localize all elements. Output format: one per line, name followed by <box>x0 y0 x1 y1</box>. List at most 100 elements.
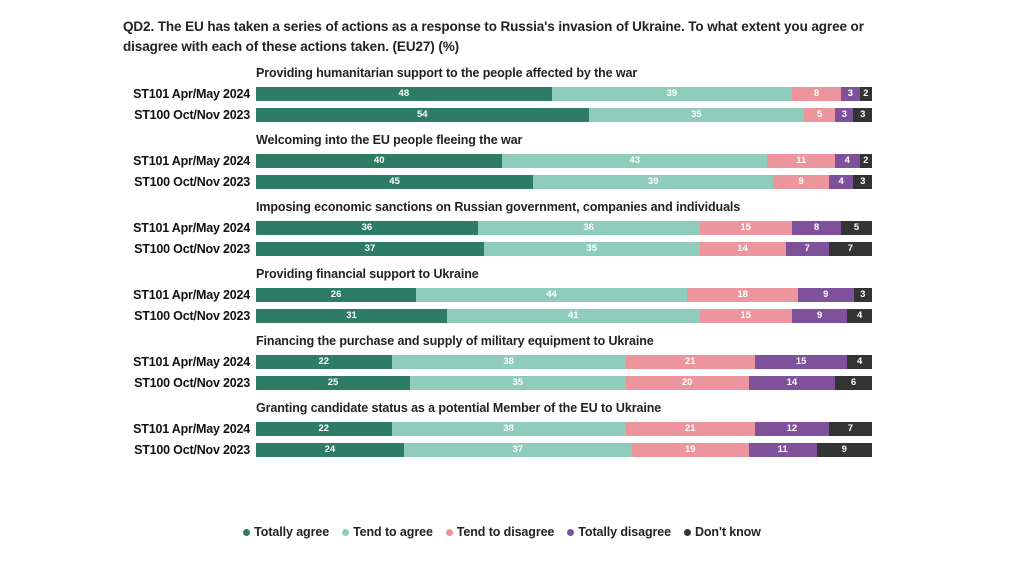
bar-segment-totally-agree: 36 <box>256 221 478 235</box>
bar-segment-tend-to-agree: 43 <box>502 154 768 168</box>
chart-group: Granting candidate status as a potential… <box>0 401 1024 457</box>
bar-segment-totally-disagree: 15 <box>754 355 848 369</box>
bar-segment-tend-to-disagree: 14 <box>699 242 786 256</box>
stacked-bar: 22 38 21 15 4 <box>256 355 872 369</box>
bar-row: ST101 Apr/May 2024 26 44 18 9 3 <box>0 288 1024 302</box>
group-title: Providing financial support to Ukraine <box>256 267 479 281</box>
legend: Totally agree Tend to agree Tend to disagr… <box>0 525 1004 539</box>
row-label: ST101 Apr/May 2024 <box>133 87 250 101</box>
row-label: ST100 Oct/Nov 2023 <box>134 376 250 390</box>
row-label: ST101 Apr/May 2024 <box>133 422 250 436</box>
stacked-bar: 25 35 20 14 6 <box>256 376 872 390</box>
row-label: ST100 Oct/Nov 2023 <box>134 242 250 256</box>
bar-segment-totally-disagree: 8 <box>791 221 842 235</box>
bar-row: ST101 Apr/May 2024 22 38 21 12 7 <box>0 422 1024 436</box>
legend-item: Totally disagree <box>567 525 671 539</box>
bar-segment-tend-to-agree: 35 <box>483 242 700 256</box>
bar-segment-totally-disagree: 14 <box>748 376 836 390</box>
bar-segment-tend-to-disagree: 15 <box>699 309 792 323</box>
legend-item: Tend to disagree <box>445 525 555 539</box>
bar-row: ST100 Oct/Nov 2023 25 35 20 14 6 <box>0 376 1024 390</box>
bar-segment-tend-to-agree: 41 <box>446 309 700 323</box>
stacked-bar: 36 36 15 8 5 <box>256 221 872 235</box>
group-title: Providing humanitarian support to the pe… <box>256 66 638 80</box>
bar-segment-tend-to-agree: 35 <box>588 108 805 122</box>
stacked-bar: 48 39 8 3 2 <box>256 87 872 101</box>
bar-segment-don-t-know: 3 <box>853 108 872 122</box>
legend-item: Tend to agree <box>342 525 433 539</box>
bar-segment-totally-agree: 22 <box>256 355 392 369</box>
stacked-bar: 26 44 18 9 3 <box>256 288 872 302</box>
bar-segment-tend-to-agree: 36 <box>477 221 700 235</box>
legend-dot-icon <box>683 528 691 536</box>
bar-segment-tend-to-agree: 39 <box>533 175 774 189</box>
bar-segment-totally-agree: 54 <box>256 108 589 122</box>
bar-segment-tend-to-agree: 39 <box>551 87 792 101</box>
row-label: ST100 Oct/Nov 2023 <box>134 443 250 457</box>
bar-segment-don-t-know: 5 <box>841 221 872 235</box>
stacked-bar: 24 37 19 11 9 <box>256 443 872 457</box>
bar-segment-totally-disagree: 4 <box>828 175 854 189</box>
legend-dot-icon <box>243 528 251 536</box>
bar-segment-totally-disagree: 3 <box>835 108 854 122</box>
chart-group: Imposing economic sanctions on Russian g… <box>0 200 1024 256</box>
bar-segment-totally-agree: 22 <box>256 422 392 436</box>
bar-row: ST101 Apr/May 2024 22 38 21 15 4 <box>0 355 1024 369</box>
row-label: ST101 Apr/May 2024 <box>133 355 250 369</box>
bar-segment-totally-disagree: 9 <box>798 288 854 302</box>
bar-row: ST100 Oct/Nov 2023 24 37 19 11 9 <box>0 443 1024 457</box>
bar-segment-totally-agree: 40 <box>256 154 503 168</box>
bar-segment-don-t-know: 3 <box>853 288 872 302</box>
legend-label: Tend to disagree <box>456 525 555 539</box>
bar-segment-tend-to-disagree: 19 <box>631 443 749 457</box>
bar-segment-don-t-know: 2 <box>859 87 872 101</box>
bar-row: ST100 Oct/Nov 2023 31 41 15 9 4 <box>0 309 1024 323</box>
bar-segment-tend-to-disagree: 11 <box>767 154 836 168</box>
row-label: ST100 Oct/Nov 2023 <box>134 108 250 122</box>
legend-item: Totally agree <box>243 525 329 539</box>
bar-segment-totally-disagree: 11 <box>748 443 817 457</box>
bar-segment-totally-agree: 26 <box>256 288 417 302</box>
bar-segment-totally-disagree: 12 <box>754 422 829 436</box>
bar-segment-tend-to-disagree: 5 <box>804 108 836 122</box>
bar-segment-don-t-know: 4 <box>847 309 872 323</box>
legend-item: Don't know <box>683 525 761 539</box>
legend-dot-icon <box>342 528 350 536</box>
bar-segment-don-t-know: 6 <box>835 376 872 390</box>
stacked-bar: 37 35 14 7 7 <box>256 242 872 256</box>
group-title: Granting candidate status as a potential… <box>256 401 662 415</box>
chart-group: Providing humanitarian support to the pe… <box>0 66 1024 122</box>
bar-segment-tend-to-disagree: 20 <box>625 376 749 390</box>
bar-segment-don-t-know: 4 <box>847 355 872 369</box>
bar-segment-totally-agree: 24 <box>256 443 404 457</box>
legend-label: Tend to agree <box>353 525 433 539</box>
bar-segment-don-t-know: 3 <box>853 175 872 189</box>
bar-segment-totally-agree: 31 <box>256 309 447 323</box>
bar-segment-tend-to-agree: 38 <box>391 355 626 369</box>
bar-segment-tend-to-disagree: 18 <box>687 288 799 302</box>
bar-segment-tend-to-disagree: 9 <box>773 175 829 189</box>
bar-segment-tend-to-agree: 38 <box>391 422 626 436</box>
bar-segment-tend-to-agree: 44 <box>416 288 688 302</box>
group-title: Imposing economic sanctions on Russian g… <box>256 200 741 214</box>
bar-segment-totally-agree: 45 <box>256 175 534 189</box>
bar-segment-tend-to-agree: 35 <box>410 376 626 390</box>
bar-segment-don-t-know: 2 <box>859 154 872 168</box>
bar-row: ST101 Apr/May 2024 36 36 15 8 5 <box>0 221 1024 235</box>
bar-row: ST101 Apr/May 2024 40 43 11 4 2 <box>0 154 1024 168</box>
bar-segment-tend-to-disagree: 15 <box>699 221 792 235</box>
chart-group: Welcoming into the EU people fleeing the… <box>0 133 1024 189</box>
legend-dot-icon <box>445 528 453 536</box>
group-title: Welcoming into the EU people fleeing the… <box>256 133 523 147</box>
stacked-bar: 45 39 9 4 3 <box>256 175 872 189</box>
bar-segment-don-t-know: 7 <box>828 422 872 436</box>
row-label: ST101 Apr/May 2024 <box>133 288 250 302</box>
stacked-bar: 22 38 21 12 7 <box>256 422 872 436</box>
chart-title: QD2. The EU has taken a series of action… <box>123 19 864 55</box>
bar-segment-totally-disagree: 3 <box>841 87 860 101</box>
bar-row: ST100 Oct/Nov 2023 54 35 5 3 3 <box>0 108 1024 122</box>
row-label: ST101 Apr/May 2024 <box>133 221 250 235</box>
bar-segment-totally-disagree: 4 <box>835 154 860 168</box>
bar-row: ST100 Oct/Nov 2023 37 35 14 7 7 <box>0 242 1024 256</box>
